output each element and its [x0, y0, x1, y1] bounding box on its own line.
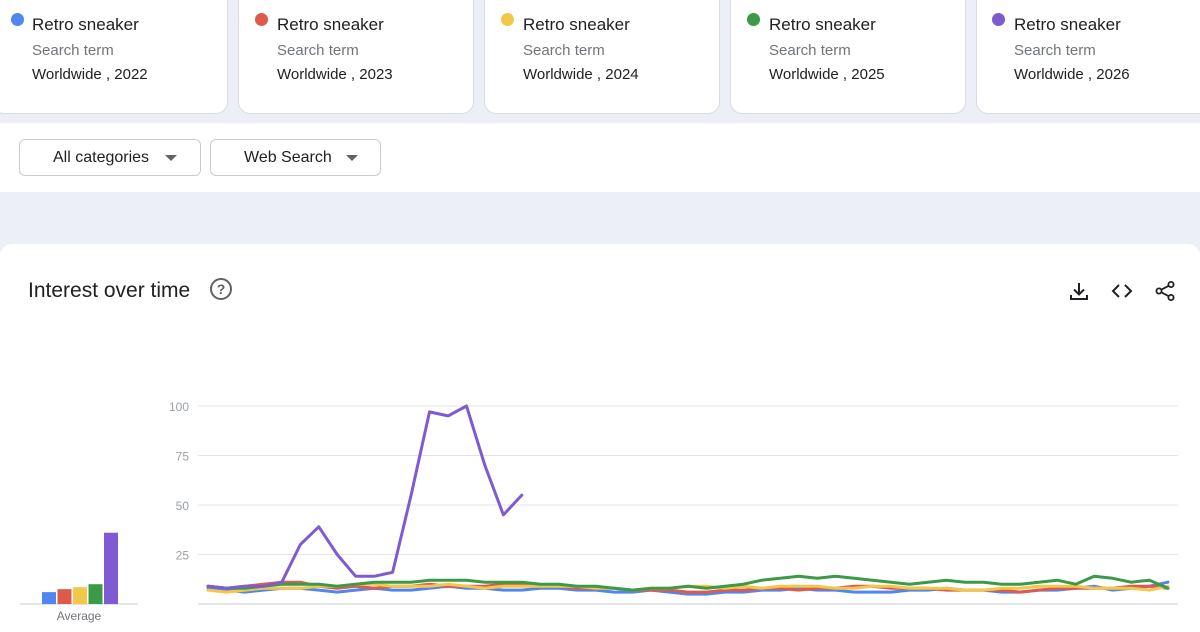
download-icon[interactable] — [1068, 280, 1090, 302]
interest-over-time-panel: Interest over time ? 100 75 50 25 Average — [0, 244, 1200, 632]
term-region-year: Worldwide , 2024 — [523, 66, 639, 83]
y-tick-label: 50 — [176, 499, 190, 513]
term-card[interactable]: Retro sneaker Search term Worldwide , 20… — [0, 0, 228, 114]
term-card[interactable]: Retro sneaker Search term Worldwide , 20… — [484, 0, 720, 114]
term-region-year: Worldwide , 2022 — [32, 66, 148, 83]
term-type: Search term — [32, 42, 114, 59]
term-region-year: Worldwide , 2026 — [1014, 66, 1130, 83]
caret-down-icon — [165, 154, 178, 161]
average-bar-4 — [88, 584, 103, 604]
series-color-dot — [11, 13, 24, 26]
term-region-year: Worldwide , 2025 — [769, 66, 885, 83]
y-tick-label: 100 — [169, 400, 189, 414]
term-card[interactable]: Retro sneaker Search term Worldwide , 20… — [238, 0, 474, 114]
series-color-dot — [501, 13, 514, 26]
share-icon[interactable] — [1154, 280, 1176, 302]
term-card[interactable]: Retro sneaker Search term Worldwide , 20… — [976, 0, 1200, 114]
term-type: Search term — [769, 42, 851, 59]
average-label: Average — [57, 609, 102, 623]
term-name: Retro sneaker — [523, 15, 630, 34]
property-dropdown[interactable]: Web Search — [210, 139, 381, 176]
filter-bar: All categories Web Search — [0, 123, 1200, 192]
term-name: Retro sneaker — [32, 15, 139, 34]
average-bar-3 — [73, 587, 87, 604]
series-color-dot — [992, 13, 1005, 26]
term-name: Retro sneaker — [277, 15, 384, 34]
term-name: Retro sneaker — [1014, 15, 1121, 34]
term-region-year: Worldwide , 2023 — [277, 66, 393, 83]
term-type: Search term — [523, 42, 605, 59]
series-color-dot — [747, 13, 760, 26]
term-type: Search term — [1014, 42, 1096, 59]
series-line-4 — [206, 574, 1170, 592]
average-bar-5 — [104, 532, 118, 604]
term-type: Search term — [277, 42, 359, 59]
caret-down-icon — [345, 154, 358, 161]
comparison-terms-row: Retro sneaker Search term Worldwide , 20… — [0, 0, 1200, 116]
panel-title: Interest over time — [28, 279, 191, 302]
series-color-dot — [255, 13, 268, 26]
help-circle-icon[interactable]: ? — [210, 278, 232, 300]
average-bar-1 — [42, 592, 56, 604]
y-tick-label: 75 — [176, 450, 190, 464]
category-dropdown[interactable]: All categories — [19, 139, 201, 176]
term-card[interactable]: Retro sneaker Search term Worldwide , 20… — [730, 0, 966, 114]
average-bar-2 — [57, 589, 72, 604]
category-dropdown-label: All categories — [53, 148, 150, 166]
interest-line-chart: 100 75 50 25 Average — [20, 400, 1178, 623]
y-tick-label: 25 — [176, 549, 190, 563]
term-name: Retro sneaker — [769, 15, 876, 34]
property-dropdown-label: Web Search — [244, 148, 332, 166]
series-line-5 — [206, 404, 524, 590]
embed-code-icon[interactable] — [1111, 280, 1133, 302]
series-line-2 — [206, 580, 1170, 594]
